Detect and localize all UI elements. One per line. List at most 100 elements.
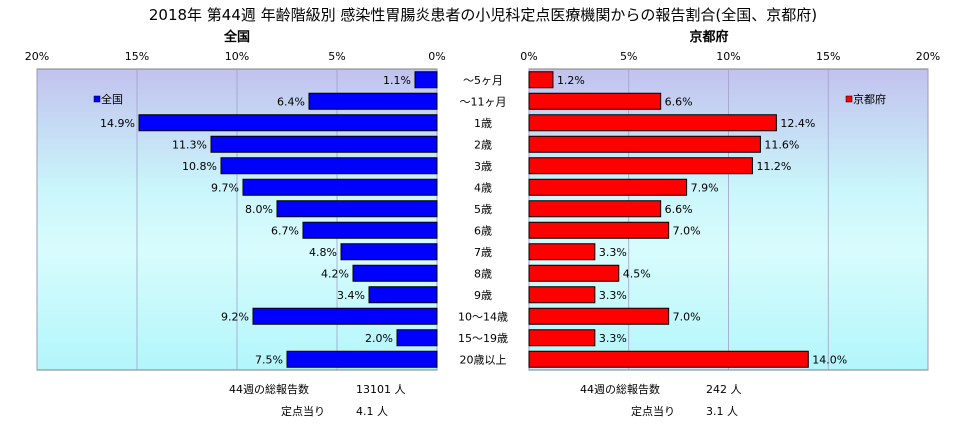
- kyoto-bar: [528, 178, 688, 196]
- national-bars: 1.1% 6.4% 14.9% 11.3% 10.8% 9.7% 8.0% 6.7% 4.8% 4…: [100, 71, 438, 368]
- kyoto-bar: [528, 286, 596, 304]
- national-tick-label: 10%: [225, 50, 249, 63]
- chart-title: 2018年 第44週 年齢階級別 感染性胃腸炎患者の小児科定点医療機関からの報告…: [149, 6, 817, 24]
- national-bar: [340, 243, 438, 261]
- national-data-label: 9.2%: [221, 310, 249, 323]
- kyoto-data-label: 12.4%: [780, 117, 815, 130]
- kyoto-bar: [528, 350, 809, 368]
- category-label: 2歳: [474, 138, 492, 151]
- kyoto-data-label: 4.5%: [623, 267, 651, 280]
- category-label: ～11ヶ月: [460, 95, 507, 108]
- kyoto-per-value: 3.1 人: [706, 405, 738, 418]
- kyoto-data-label: 6.6%: [665, 95, 693, 108]
- kyoto-bars: 1.2% 6.6% 12.4% 11.6% 11.2% 7.9% 6.6% 7.0% 3.3% 4…: [528, 71, 847, 368]
- national-legend: 全国: [93, 92, 123, 106]
- national-data-label: 7.5%: [255, 353, 283, 366]
- national-bar: [138, 114, 438, 132]
- kyoto-bar: [528, 221, 670, 239]
- kyoto-data-label: 3.3%: [599, 246, 627, 259]
- category-label: 5歳: [474, 203, 492, 216]
- national-per-value: 4.1 人: [356, 405, 388, 418]
- kyoto-total-label: 44週の総報告数: [580, 382, 660, 396]
- national-data-label: 14.9%: [100, 117, 135, 130]
- national-bar: [352, 264, 438, 282]
- kyoto-bar: [528, 243, 596, 261]
- kyoto-data-label: 6.6%: [665, 203, 693, 216]
- category-label: 10～14歳: [458, 310, 508, 323]
- kyoto-per-label: 定点当り: [631, 404, 675, 418]
- national-bar: [308, 92, 438, 110]
- national-bar: [252, 307, 438, 325]
- kyoto-bar: [528, 157, 753, 175]
- national-bar: [210, 135, 438, 153]
- national-bar: [220, 157, 438, 175]
- category-label: 9歳: [474, 289, 492, 302]
- category-label: 4歳: [474, 181, 492, 194]
- kyoto-data-label: 7.0%: [673, 224, 701, 237]
- national-data-label: 4.8%: [309, 246, 337, 259]
- kyoto-data-label: 7.9%: [691, 181, 719, 194]
- kyoto-bar: [528, 92, 662, 110]
- national-data-label: 1.1%: [383, 74, 411, 87]
- national-panel-title: 全国: [223, 29, 250, 45]
- kyoto-tick-label: 5%: [620, 50, 637, 63]
- kyoto-tick-label: 0%: [520, 50, 537, 63]
- national-bar: [286, 350, 438, 368]
- national-data-label: 6.7%: [271, 224, 299, 237]
- category-label: 3歳: [474, 160, 492, 173]
- national-data-label: 2.0%: [365, 332, 393, 345]
- category-label: 7歳: [474, 246, 492, 259]
- kyoto-bar: [528, 71, 554, 89]
- kyoto-data-label: 1.2%: [557, 74, 585, 87]
- national-data-label: 10.8%: [182, 160, 217, 173]
- category-label: 1歳: [474, 117, 492, 130]
- kyoto-panel-title: 京都府: [689, 29, 728, 45]
- kyoto-data-label: 3.3%: [599, 332, 627, 345]
- national-data-label: 4.2%: [321, 267, 349, 280]
- national-legend-label: 全国: [101, 92, 123, 106]
- category-label: 15～19歳: [458, 332, 508, 345]
- kyoto-tick-label: 20%: [916, 50, 940, 63]
- kyoto-data-label: 7.0%: [673, 310, 701, 323]
- national-data-label: 11.3%: [172, 138, 207, 151]
- national-data-label: 9.7%: [211, 181, 239, 194]
- national-bar: [302, 221, 438, 239]
- national-per-label: 定点当り: [281, 404, 325, 418]
- kyoto-tick-label: 15%: [816, 50, 840, 63]
- kyoto-total-value: 242 人: [706, 383, 742, 396]
- kyoto-bar: [528, 329, 596, 347]
- category-label: ～5ヶ月: [463, 74, 503, 87]
- category-label: 20歳以上: [460, 353, 507, 366]
- national-total-label: 44週の総報告数: [229, 382, 309, 396]
- kyoto-bar: [528, 135, 761, 153]
- kyoto-bar: [528, 264, 620, 282]
- national-data-label: 3.4%: [337, 289, 365, 302]
- national-tick-label: 20%: [25, 50, 49, 63]
- kyoto-bar: [528, 307, 670, 325]
- national-data-label: 6.4%: [277, 95, 305, 108]
- kyoto-legend: 京都府: [845, 92, 886, 106]
- national-data-label: 8.0%: [245, 203, 273, 216]
- kyoto-ticks: 0% 5% 10% 15% 20%: [520, 50, 940, 63]
- kyoto-data-label: 14.0%: [812, 353, 847, 366]
- kyoto-data-label: 11.6%: [764, 138, 799, 151]
- national-tick-label: 5%: [328, 50, 345, 63]
- national-bar: [368, 286, 438, 304]
- national-bar: [242, 178, 438, 196]
- kyoto-bar: [528, 114, 777, 132]
- national-total-value: 13101 人: [356, 383, 406, 396]
- national-ticks: 20% 15% 10% 5% 0%: [25, 50, 446, 63]
- kyoto-legend-swatch: [845, 95, 853, 103]
- category-label: 8歳: [474, 267, 492, 280]
- national-legend-swatch: [93, 95, 101, 103]
- kyoto-legend-label: 京都府: [853, 92, 886, 106]
- national-bar: [414, 71, 438, 89]
- category-label: 6歳: [474, 224, 492, 237]
- national-tick-label: 15%: [125, 50, 149, 63]
- national-bar: [396, 329, 438, 347]
- national-tick-label: 0%: [428, 50, 445, 63]
- kyoto-data-label: 3.3%: [599, 289, 627, 302]
- national-bar: [276, 200, 438, 218]
- kyoto-tick-label: 10%: [716, 50, 740, 63]
